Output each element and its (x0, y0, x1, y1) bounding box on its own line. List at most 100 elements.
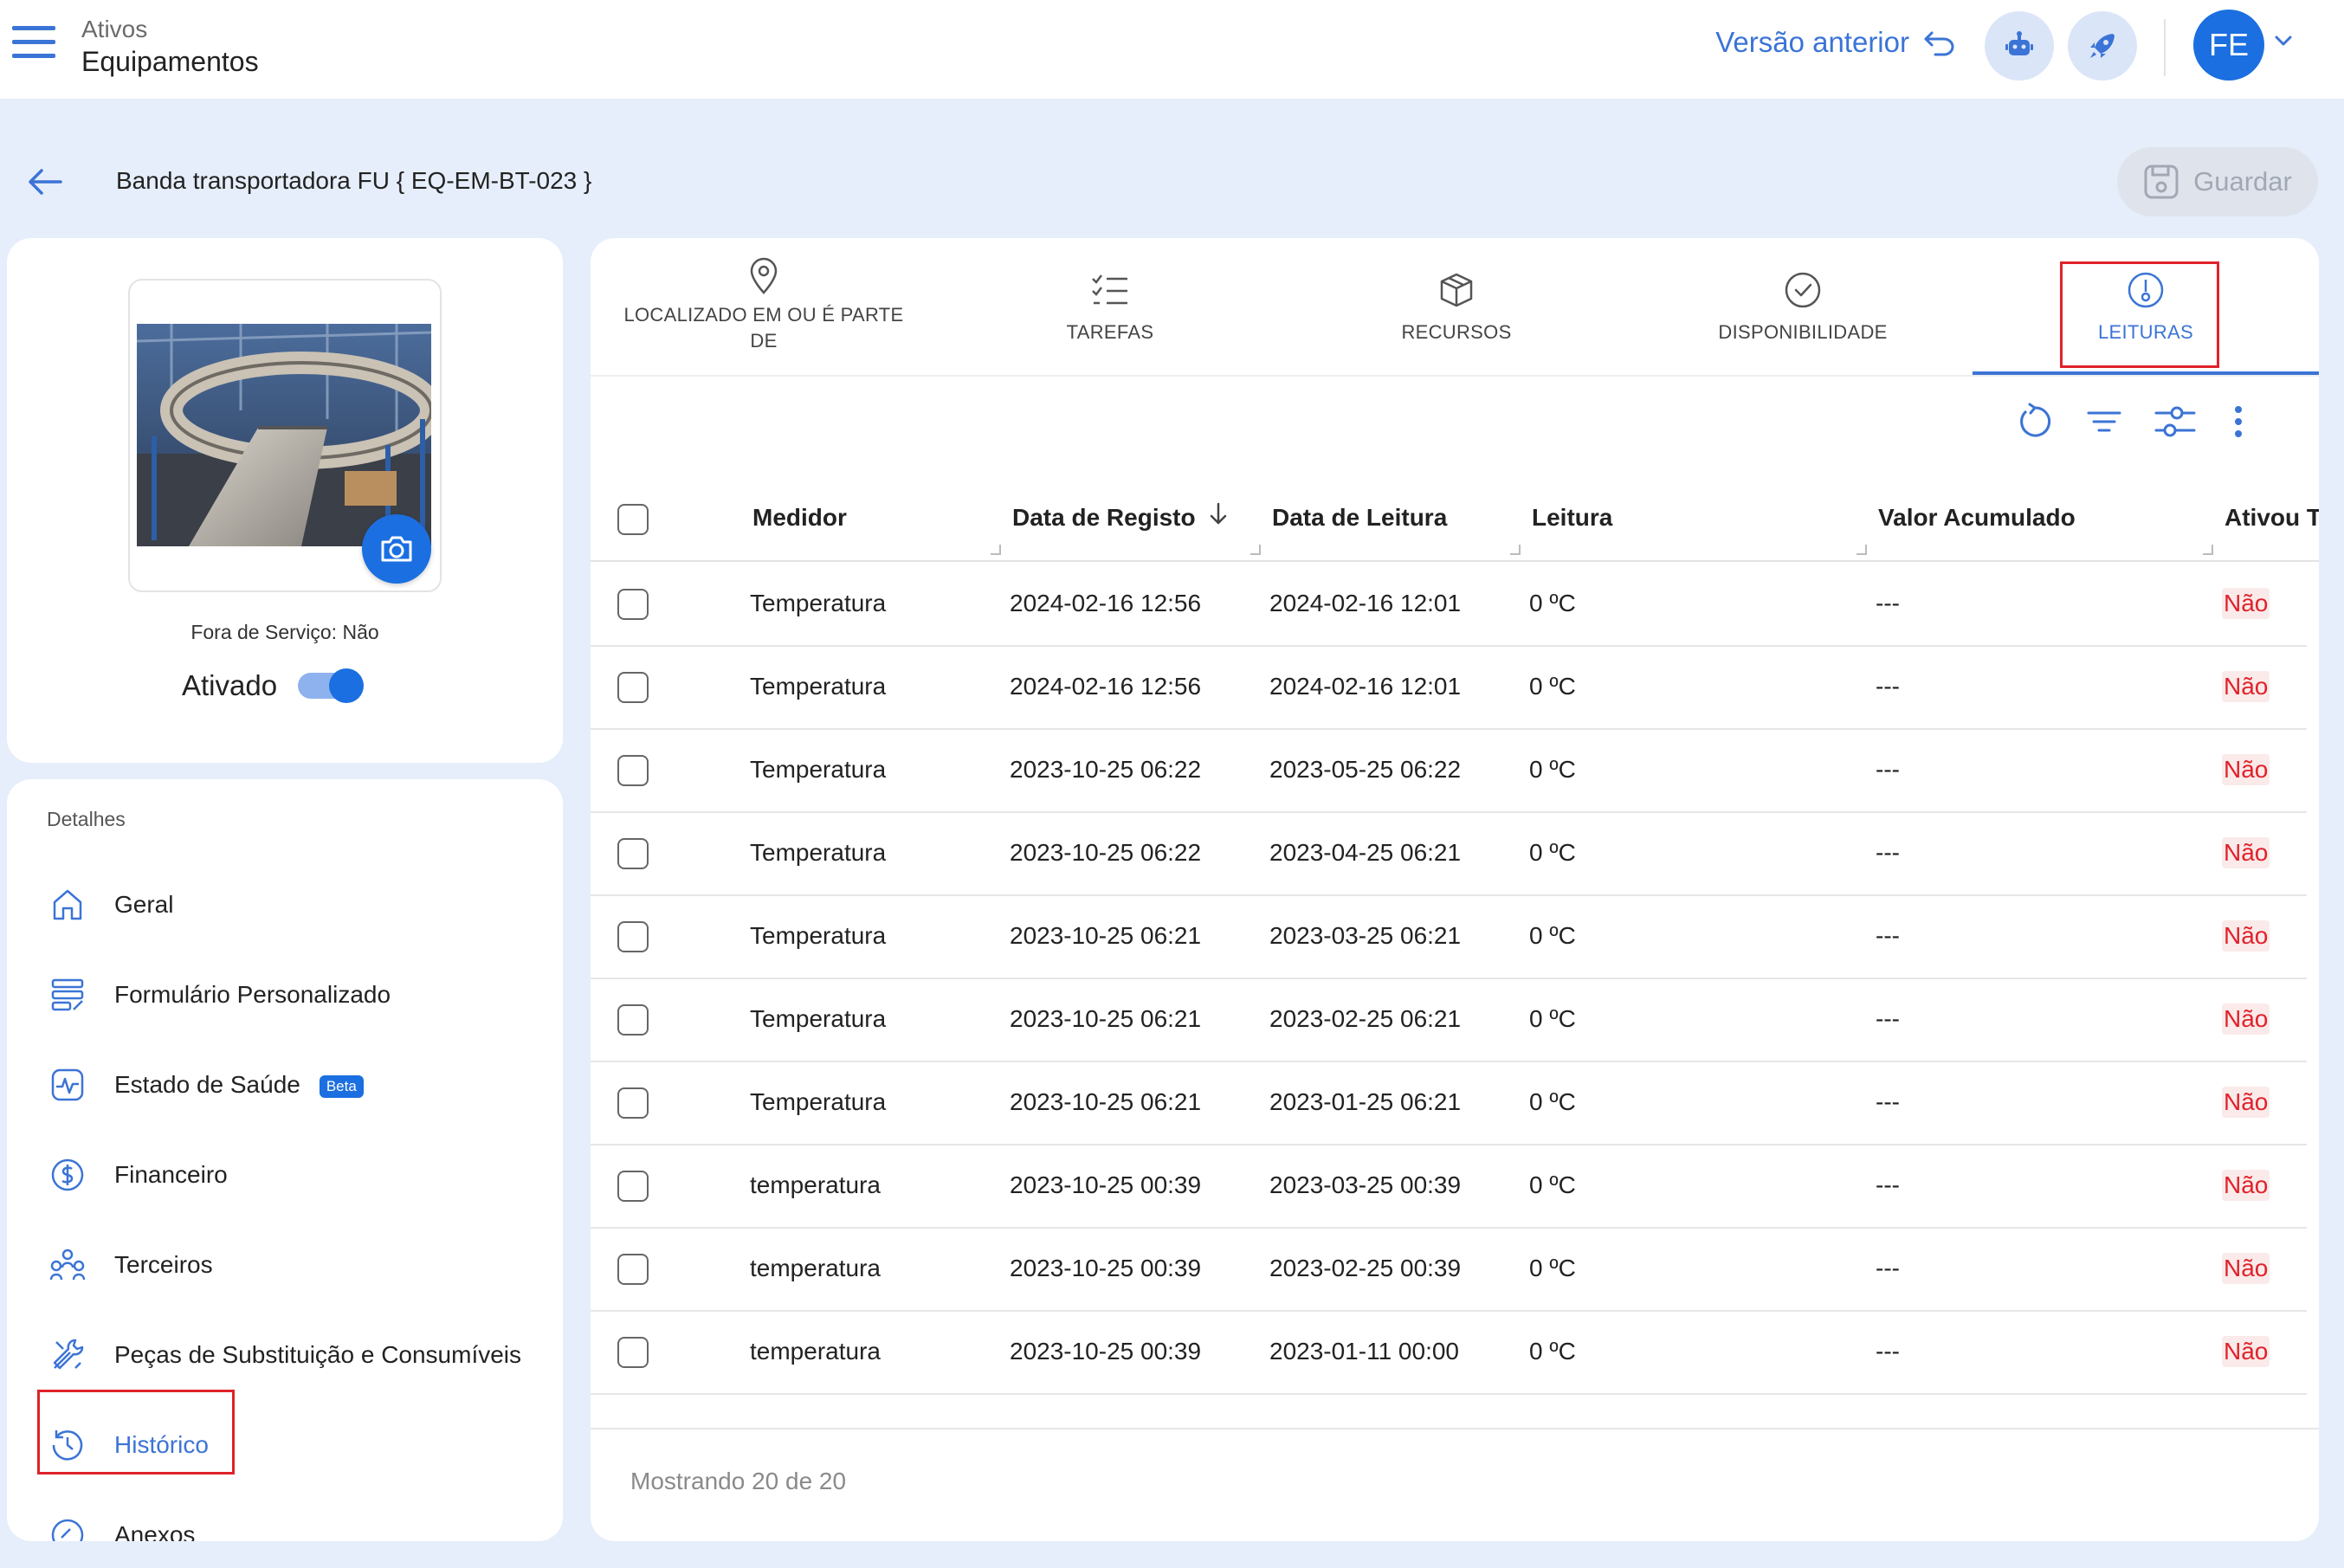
cell-medidor: Temperatura (750, 728, 886, 811)
previous-version-link[interactable]: Versão anterior (1715, 26, 1956, 59)
details-heading: Detalhes (47, 808, 126, 830)
column-header-data-leitura[interactable]: Data de Leitura (1272, 504, 1448, 531)
filter-icon[interactable] (2085, 403, 2123, 441)
cell-leitura-text: 0 ºC (1529, 1338, 1576, 1365)
column-header-valor-acumulado[interactable]: Valor Acumulado (1878, 504, 2076, 531)
row-checkbox[interactable] (617, 755, 649, 786)
cell-data-registo: 2023-10-25 00:39 (1010, 1144, 1201, 1227)
tab-label: DISPONIBILIDADE (1718, 321, 1888, 343)
cell-data-registo-text: 2023-10-25 00:39 (1010, 1338, 1202, 1365)
cell-leitura: 0 ºC (1529, 1310, 1576, 1393)
sort-down-icon[interactable] (1208, 502, 1229, 526)
column-resize-handle[interactable] (1250, 545, 1261, 555)
column-resize-handle[interactable] (2203, 545, 2213, 555)
cell-data-registo-text: 2024-02-16 12:56 (1010, 673, 1202, 700)
table-row[interactable]: Temperatura 2023-10-25 06:22 2023-04-25 06… (591, 811, 2307, 896)
nav-item-pecas[interactable]: Peças de Substituição e Consumíveis (47, 1334, 521, 1376)
tab-leituras[interactable]: LEITURAS (1973, 238, 2319, 368)
tab-label: LOCALIZADO EM OU É PARTE DE (623, 304, 904, 352)
column-header-data-registo[interactable]: Data de Registo (1012, 475, 1229, 560)
table-row[interactable]: temperatura 2023-10-25 00:39 2023-02-25 00… (591, 1227, 2307, 1312)
refresh-icon[interactable] (2016, 403, 2054, 441)
cell-data-leitura-text: 2024-02-16 12:01 (1269, 673, 1462, 700)
cell-data-registo: 2023-10-25 06:22 (1010, 728, 1201, 811)
row-checkbox[interactable] (617, 1171, 649, 1202)
table-row[interactable]: Temperatura 2023-10-25 06:21 2023-02-25 06… (591, 978, 2307, 1062)
cell-valor-acumulado: --- (1876, 811, 1900, 894)
nav-item-label: Histórico (114, 1431, 209, 1458)
tab-disponibilidade[interactable]: DISPONIBILIDADE (1630, 238, 1976, 368)
table-row[interactable]: temperatura 2023-10-25 00:39 2023-03-25 00… (591, 1144, 2307, 1229)
row-checkbox[interactable] (617, 672, 649, 703)
tab-label: LEITURAS (2098, 321, 2193, 343)
cell-data-leitura: 2023-02-25 00:39 (1269, 1227, 1461, 1310)
row-checkbox[interactable] (617, 589, 649, 620)
row-checkbox[interactable] (617, 921, 649, 952)
cell-leitura-text: 0 ºC (1529, 590, 1576, 616)
nav-item-terceiros[interactable]: Terceiros (47, 1244, 213, 1286)
table-row[interactable]: Temperatura 2024-02-16 12:56 2024-02-16 12… (591, 645, 2307, 730)
cell-data-leitura: 2023-01-11 00:00 (1269, 1310, 1459, 1393)
cell-valor-acumulado: --- (1876, 894, 1900, 978)
nav-item-estado-saude[interactable]: Estado de Saúde Beta (47, 1064, 364, 1106)
chevron-down-icon[interactable] (2274, 35, 2293, 47)
gauge-icon (2127, 269, 2165, 311)
cell-ativou: Não (2222, 1310, 2270, 1393)
cell-ativou: Não (2222, 645, 2270, 728)
cell-ativou: Não (2222, 1227, 2270, 1310)
row-checkbox[interactable] (617, 1337, 649, 1368)
user-avatar[interactable]: FE (2193, 10, 2264, 81)
save-button[interactable]: Guardar (2117, 147, 2318, 216)
tab-label: RECURSOS (1401, 321, 1512, 343)
cell-ativou: Não (2222, 894, 2270, 978)
table-row[interactable]: Temperatura 2023-10-25 06:21 2023-03-25 06… (591, 894, 2307, 979)
column-header-ativou[interactable]: Ativou Ta (2225, 504, 2319, 531)
tab-localizado[interactable]: LOCALIZADO EM OU É PARTE DE (591, 238, 937, 368)
back-arrow-icon[interactable] (26, 166, 64, 197)
cell-leitura-text: 0 ºC (1529, 1255, 1576, 1281)
change-photo-button[interactable] (362, 514, 431, 584)
more-options-icon[interactable] (2232, 403, 2244, 441)
column-resize-handle[interactable] (1856, 545, 1867, 555)
activated-toggle[interactable] (298, 668, 365, 703)
cell-ativou-text: Não (2222, 754, 2270, 785)
cell-ativou-text: Não (2222, 1087, 2270, 1118)
nav-item-label: Terceiros (114, 1251, 213, 1278)
row-checkbox[interactable] (617, 1004, 649, 1036)
cell-leitura: 0 ºC (1529, 1227, 1576, 1310)
app-title: Equipamentos (81, 46, 259, 77)
row-checkbox[interactable] (617, 1087, 649, 1119)
table-row[interactable]: Temperatura 2024-02-16 12:56 2024-02-16 12… (591, 562, 2307, 647)
launch-button[interactable] (2068, 11, 2137, 81)
nav-item-financeiro[interactable]: Financeiro (47, 1154, 228, 1196)
column-header-medidor[interactable]: Medidor (752, 504, 847, 531)
column-settings-icon[interactable] (2154, 403, 2196, 441)
cell-data-registo: 2024-02-16 12:56 (1010, 645, 1201, 728)
row-checkbox[interactable] (617, 838, 649, 869)
cell-valor-acumulado-text: --- (1876, 673, 1900, 700)
select-all-checkbox[interactable] (617, 504, 649, 535)
column-resize-handle[interactable] (991, 545, 1001, 555)
column-header-leitura[interactable]: Leitura (1532, 504, 1613, 531)
toggle-knob (329, 668, 365, 703)
nav-item-anexos[interactable]: Anexos (47, 1514, 195, 1541)
nav-item-formulario[interactable]: Formulário Personalizado (47, 974, 391, 1016)
cell-medidor-text: temperatura (750, 1338, 881, 1365)
table-row[interactable]: Temperatura 2023-10-25 06:22 2023-05-25 06… (591, 728, 2307, 813)
column-resize-handle[interactable] (1510, 545, 1521, 555)
row-checkbox[interactable] (617, 1254, 649, 1285)
table-row[interactable]: temperatura 2023-10-25 00:39 2023-01-11 00… (591, 1310, 2307, 1395)
tab-recursos[interactable]: RECURSOS (1283, 238, 1630, 368)
undo-icon (1923, 28, 1956, 57)
nav-item-historico[interactable]: Histórico (47, 1424, 209, 1466)
cell-data-leitura-text: 2023-01-25 06:21 (1269, 1088, 1462, 1115)
table-row[interactable]: Temperatura 2023-10-25 06:21 2023-01-25 06… (591, 1061, 2307, 1145)
form-icon (47, 974, 88, 1016)
nav-item-geral[interactable]: Geral (47, 884, 173, 926)
assistant-bot-button[interactable] (1985, 11, 2054, 81)
menu-icon[interactable] (12, 23, 55, 62)
cell-medidor-text: Temperatura (750, 839, 887, 866)
tab-tarefas[interactable]: TAREFAS (937, 238, 1283, 368)
cell-data-registo: 2023-10-25 06:22 (1010, 811, 1201, 894)
location-pin-icon (748, 255, 779, 297)
